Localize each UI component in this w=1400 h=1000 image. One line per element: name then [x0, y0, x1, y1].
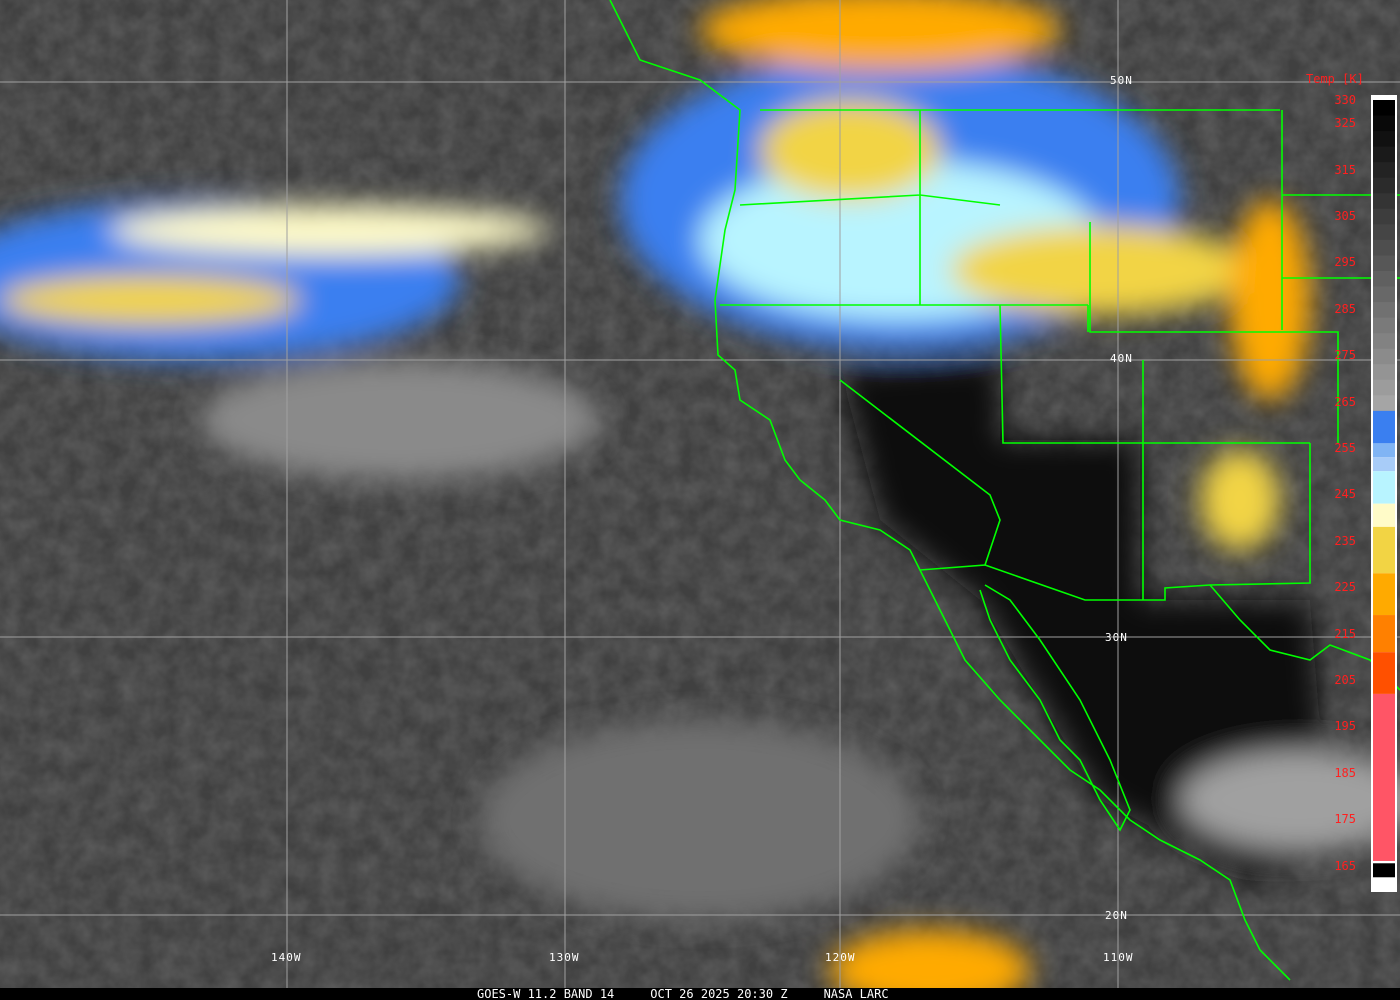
colorbar-tick: 275	[1334, 348, 1356, 363]
lon-label-120w: 120W	[825, 951, 856, 964]
colorbar-segment	[1373, 286, 1395, 303]
colorbar-segment	[1373, 471, 1395, 504]
lat-label-20n: 20N	[1105, 909, 1128, 922]
colorbar-tick: 245	[1334, 487, 1356, 502]
colorbar-segment	[1373, 239, 1395, 256]
colorbar-segment	[1373, 615, 1395, 653]
colorbar-segment	[1373, 652, 1395, 694]
colorbar-segment	[1373, 410, 1395, 444]
colorbar-segment	[1373, 348, 1395, 365]
lon-label-110w: 110W	[1103, 951, 1134, 964]
colorbar-segment	[1373, 863, 1395, 878]
colorbar-segment	[1373, 693, 1395, 861]
colorbar-segment	[1373, 302, 1395, 319]
lat-label-50n: 50N	[1110, 74, 1133, 87]
credit: NASA LARC	[823, 987, 889, 1000]
colorbar-tick: 225	[1334, 580, 1356, 595]
colorbar-segment	[1373, 443, 1395, 458]
colorbar-segment	[1373, 526, 1395, 574]
colorbar-tick: 185	[1334, 765, 1356, 780]
boundaries	[609, 0, 1400, 981]
colorbar-segment	[1373, 317, 1395, 334]
colorbar-segment	[1373, 503, 1395, 527]
lat-label-40n: 40N	[1110, 352, 1133, 365]
image-datetime: OCT 26 2025 20:30 Z	[650, 987, 788, 1000]
satellite-band: GOES-W 11.2 BAND 14	[477, 987, 615, 1000]
colorbar-segment	[1373, 131, 1395, 148]
colorbar-tick: 195	[1334, 719, 1356, 734]
colorbar-tick: 165	[1334, 858, 1356, 873]
colorbar-segment	[1373, 270, 1395, 288]
coastline	[609, 0, 1291, 981]
colorbar-segment	[1373, 395, 1395, 412]
state-lines	[720, 109, 1400, 601]
colorbar-tick: 205	[1334, 673, 1356, 687]
colorbar-tick: 295	[1334, 255, 1356, 270]
colorbar-segment	[1373, 193, 1395, 210]
lon-label-140w: 140W	[271, 951, 302, 964]
colorbar-tick: 235	[1334, 533, 1356, 548]
mainland-coast	[1209, 584, 1400, 691]
colorbar-segment	[1373, 208, 1395, 225]
colorbar-tick: 175	[1334, 812, 1356, 827]
colorbar-tick: 215	[1334, 626, 1356, 641]
colorbar-tick: 305	[1334, 209, 1356, 223]
colorbar-segment	[1373, 162, 1395, 179]
colorbar-tick: 315	[1334, 162, 1356, 177]
colorbar-segment	[1373, 364, 1395, 381]
colorbar-segment	[1373, 115, 1395, 132]
colorbar-segment	[1373, 100, 1395, 117]
colorbar-tick: 285	[1334, 301, 1356, 316]
colorbar-tick: 265	[1334, 394, 1356, 409]
colorbar-segment	[1373, 379, 1395, 396]
colorbar-segment	[1373, 224, 1395, 241]
colorbar-tick: 330	[1334, 93, 1356, 107]
colorbar-segment	[1373, 457, 1395, 472]
colorbar-segment	[1373, 146, 1395, 163]
colorbar-segment	[1373, 177, 1395, 194]
baja-gulf-coast	[979, 584, 1131, 832]
colorbar-title: Temp [K]	[1306, 72, 1364, 86]
caption-bar: GOES-W 11.2 BAND 14 OCT 26 2025 20:30 Z NA…	[0, 988, 1400, 1000]
colorbar-tick: 255	[1334, 441, 1356, 455]
temperature-colorbar	[1371, 95, 1397, 892]
colorbar-segment	[1373, 573, 1395, 616]
colorbar-tick: 325	[1334, 116, 1356, 131]
lat-label-30n: 30N	[1105, 631, 1128, 644]
colorbar-segment	[1373, 333, 1395, 350]
lon-label-130w: 130W	[549, 951, 580, 964]
colorbar-segment	[1373, 255, 1395, 272]
